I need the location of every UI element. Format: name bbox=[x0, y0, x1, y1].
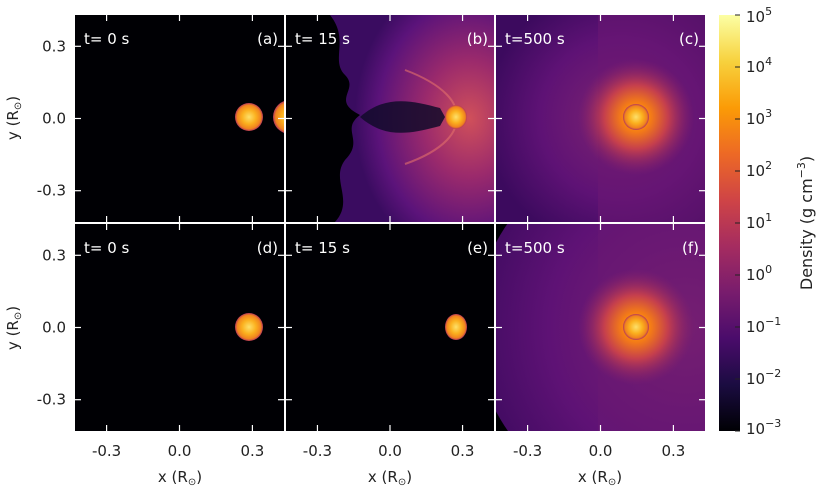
colorbar-tick-label: 10−3 bbox=[746, 417, 781, 438]
panel-labels: t= 0 s (a) t= 15 s (b) t=500 s (c) t= 0 s (d) t=… bbox=[84, 30, 699, 257]
colorbar-ticks: 105 104 103 102 101 100 10−1 10−2 10−3 bbox=[735, 5, 781, 438]
x-axis-title-right: x (R⊙) bbox=[578, 468, 622, 488]
y-axis-title-bottom: y (R⊙) bbox=[4, 306, 24, 350]
panel-tag-label: (f) bbox=[682, 239, 699, 257]
y-axis-title-top: y (R⊙) bbox=[4, 96, 24, 140]
outflow-cavity bbox=[360, 101, 445, 133]
colorbar-tick-label: 101 bbox=[746, 211, 772, 232]
panel-time-label: t= 15 s bbox=[295, 30, 350, 48]
x-tick-label: 0.0 bbox=[589, 442, 613, 460]
panel-f-field bbox=[496, 224, 705, 431]
companion-edge bbox=[273, 101, 284, 133]
axis-tick-labels: -0.3 0.0 0.3 -0.3 0.0 0.3 -0.3 0.0 0.3 0.3 0.0 -0.3… bbox=[37, 37, 686, 460]
x-axis-title-left: x (R⊙) bbox=[158, 468, 202, 488]
panel-tag-label: (b) bbox=[467, 30, 488, 48]
colorbar-tick-label: 10−2 bbox=[746, 367, 781, 388]
panel-time-label: t= 15 s bbox=[295, 239, 350, 257]
colorbar-tick-label: 100 bbox=[746, 263, 772, 284]
colorbar-tick-label: 102 bbox=[746, 159, 772, 180]
panel-time-label: t=500 s bbox=[505, 30, 565, 48]
star-core bbox=[235, 103, 263, 131]
panel-tag-label: (a) bbox=[257, 30, 278, 48]
panel-b-field bbox=[330, 15, 494, 222]
x-tick-label: 0.3 bbox=[661, 442, 685, 460]
x-tick-label: 0.3 bbox=[451, 442, 475, 460]
y-tick-label: 0.3 bbox=[42, 37, 66, 55]
x-tick-label: -0.3 bbox=[92, 442, 121, 460]
panel-d-field bbox=[235, 313, 263, 341]
x-tick-label: -0.3 bbox=[513, 442, 542, 460]
star-core bbox=[445, 314, 467, 340]
colorbar bbox=[719, 15, 740, 431]
star-core bbox=[235, 313, 263, 341]
x-tick-label: 0.3 bbox=[240, 442, 264, 460]
star-core bbox=[623, 314, 649, 340]
star-core bbox=[445, 105, 467, 129]
y-tick-label: 0.0 bbox=[42, 110, 66, 128]
x-axis-title-middle: x (R⊙) bbox=[368, 468, 412, 488]
panel-a-field bbox=[235, 101, 284, 133]
panel-tag-label: (d) bbox=[257, 239, 278, 257]
panel-time-label: t=500 s bbox=[505, 239, 565, 257]
y-tick-label: -0.3 bbox=[37, 391, 66, 409]
colorbar-title: Density (g cm−3) bbox=[795, 156, 816, 290]
colorbar-tick-label: 103 bbox=[746, 107, 772, 128]
panel-c-field bbox=[496, 15, 705, 222]
x-tick-label: 0.0 bbox=[168, 442, 192, 460]
colorbar-tick-label: 10−1 bbox=[746, 315, 781, 336]
panel-tag-label: (c) bbox=[679, 30, 699, 48]
panel-tick-marks bbox=[75, 15, 705, 431]
colorbar-tick-label: 105 bbox=[746, 5, 772, 26]
panel-time-label: t= 0 s bbox=[84, 30, 130, 48]
panel-e-field bbox=[445, 314, 467, 340]
x-tick-label: -0.3 bbox=[303, 442, 332, 460]
panel-time-label: t= 0 s bbox=[84, 239, 130, 257]
star-core bbox=[623, 104, 649, 130]
panel-tag-label: (e) bbox=[467, 239, 488, 257]
y-tick-label: 0.3 bbox=[42, 246, 66, 264]
y-tick-label: -0.3 bbox=[37, 182, 66, 200]
colorbar-tick-label: 104 bbox=[746, 55, 772, 76]
x-tick-label: 0.0 bbox=[378, 442, 402, 460]
y-tick-label: 0.0 bbox=[42, 319, 66, 337]
